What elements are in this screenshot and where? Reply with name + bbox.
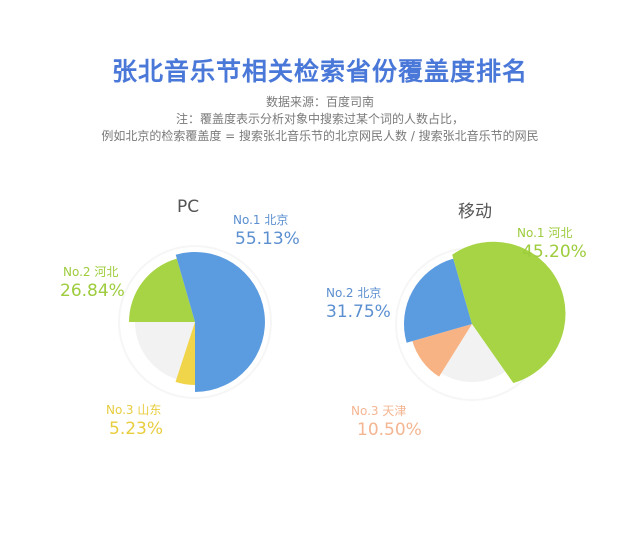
mobile-rank-2: No.2 北京 bbox=[326, 286, 382, 300]
mobile-pct-1: 45.20% bbox=[522, 242, 587, 262]
mobile-rank-1: No.1 河北 bbox=[517, 226, 573, 240]
mobile-label-3: No.3 天津 10.50% bbox=[351, 404, 422, 441]
page-title: 张北音乐节相关检索省份覆盖度排名 bbox=[111, 57, 528, 86]
pc-label-2: No.2 河北 26.84% bbox=[60, 265, 125, 302]
mobile-slice-tianjin bbox=[412, 324, 472, 377]
mobile-pie bbox=[395, 241, 566, 401]
note-line-1: 注：覆盖度表示分析对象中搜索过某个词的人数占比， bbox=[175, 112, 464, 126]
pc-rank-3: No.3 山东 bbox=[106, 403, 162, 417]
mobile-chart-title: 移动 bbox=[458, 202, 492, 222]
pc-label-1: No.1 北京 55.13% bbox=[233, 213, 300, 250]
mobile-slice-other bbox=[441, 324, 506, 383]
pc-pct-2: 26.84% bbox=[60, 281, 125, 301]
mobile-rank-3: No.3 天津 bbox=[351, 404, 407, 418]
mobile-label-1: No.1 河北 45.20% bbox=[517, 226, 587, 263]
pc-slice-other bbox=[134, 322, 195, 380]
pc-chart-title: PC bbox=[177, 197, 200, 217]
pc-slice-hebei bbox=[129, 258, 195, 322]
note-line-2: 例如北京的检索覆盖度 = 搜索张北音乐节的北京网民人数 / 搜索张北音乐节的网民 bbox=[101, 129, 539, 143]
pc-slice-shandong bbox=[175, 322, 195, 385]
pc-rank-2: No.2 河北 bbox=[63, 265, 119, 279]
pc-pct-3: 5.23% bbox=[109, 419, 164, 439]
mobile-label-2: No.2 北京 31.75% bbox=[326, 286, 391, 323]
mobile-pct-3: 10.50% bbox=[357, 420, 422, 440]
pc-label-3: No.3 山东 5.23% bbox=[106, 403, 163, 440]
data-source: 数据来源：百度司南 bbox=[265, 95, 374, 109]
mobile-slice-hebei bbox=[452, 241, 566, 383]
pc-slice-beijing bbox=[175, 252, 265, 392]
pc-rank-1: No.1 北京 bbox=[233, 213, 289, 227]
pc-pct-1: 55.13% bbox=[235, 229, 300, 249]
mobile-pct-2: 31.75% bbox=[326, 302, 391, 322]
pc-pie bbox=[118, 245, 272, 399]
mobile-slice-beijing bbox=[403, 258, 472, 343]
